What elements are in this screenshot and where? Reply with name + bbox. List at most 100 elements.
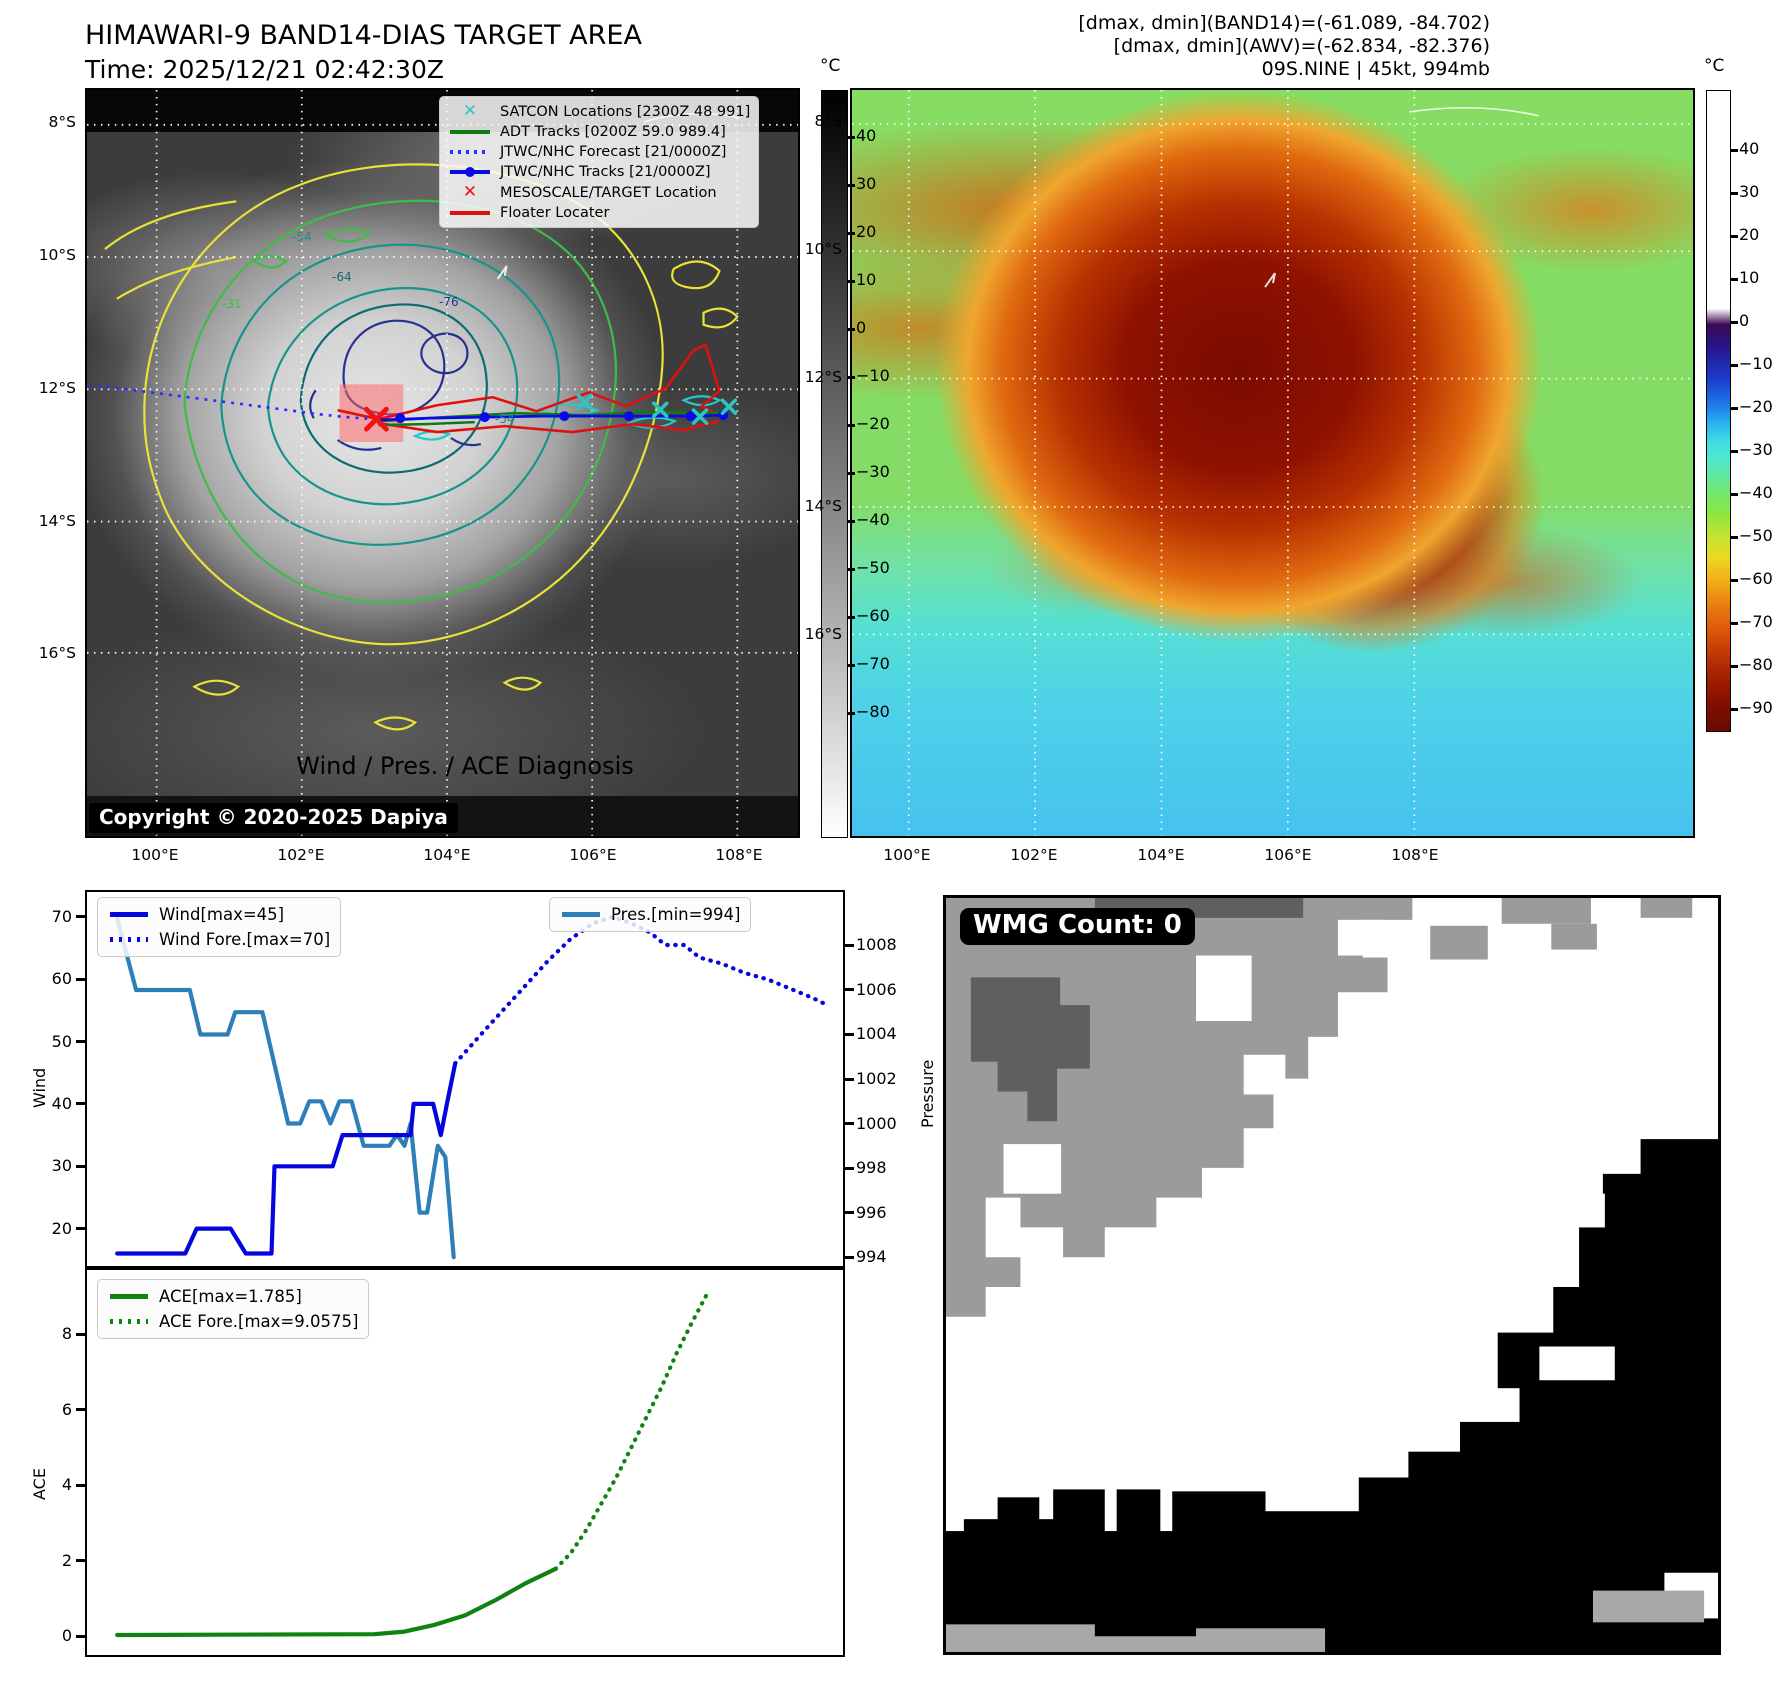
mesoscale-target-x-marker [363, 406, 389, 432]
colorbar-tick-mark [1731, 278, 1738, 281]
chart-tick-mark [845, 1122, 854, 1126]
swatch-bar [110, 937, 148, 942]
colorbar-tick-mark [1731, 536, 1738, 539]
dotted-swatch [450, 150, 490, 154]
colorbar-tick-label: −10 [1739, 354, 1773, 373]
legend-item-label: JTWC/NHC Forecast [21/0000Z] [500, 144, 727, 160]
contour-dark-teal [299, 303, 488, 474]
lon-tick-label: 106°E [569, 846, 617, 864]
colorbar-tick-mark [1731, 665, 1738, 668]
annotation-line-storm: 09S.NINE | 45kt, 994mb [1261, 58, 1490, 80]
annotation-line-awv: [dmax, dmin](AWV)=(-62.834, -82.376) [1113, 35, 1490, 57]
wind-pressure-plot-area [115, 914, 831, 1260]
legend-item: Floater Locater [449, 205, 749, 221]
colorbar-tick-label: −50 [856, 558, 890, 577]
chart-tick-mark [845, 1166, 854, 1170]
legend-item-label: JTWC/NHC Tracks [21/0000Z] [500, 164, 711, 180]
awv-satellite-map [850, 88, 1695, 838]
band14-colorbar-unit: °C [820, 56, 841, 76]
colorbar-tick-label: −80 [856, 702, 890, 721]
band14-satellite-map: ✕ SATCON Locations [2300Z 48 991] ADT Trac… [85, 88, 800, 838]
dotted-swatch [108, 1319, 150, 1324]
chart-tick-mark [76, 977, 85, 981]
wmg-gray-holes [1003, 919, 1386, 1194]
swatch-bar [110, 1319, 148, 1324]
chart-tick-mark [845, 988, 854, 992]
legend-item: ACE[max=1.785] [108, 1287, 358, 1306]
colorbar-tick-mark [1731, 192, 1738, 195]
colorbar-tick-mark [1731, 450, 1738, 453]
lat-tick-label: 12°S [38, 379, 76, 397]
colorbar-tick-mark [848, 712, 855, 715]
lon-tick-label: 102°E [277, 846, 325, 864]
colorbar-tick-mark [848, 520, 855, 523]
copyright-bar: Copyright © 2020-2025 Dapiya [89, 803, 458, 833]
colorbar-tick-label: −20 [1739, 397, 1773, 416]
lat-tick-label: 10°S [804, 240, 842, 258]
swatch-bar [562, 912, 600, 917]
chart-tick-mark [76, 1408, 85, 1412]
awv-gridlines [852, 90, 1693, 836]
colorbar-tick-mark [1731, 149, 1738, 152]
chart-tick-label: 20 [51, 1218, 72, 1238]
legend-item: Pres.[min=994] [560, 905, 740, 924]
diagnosis-title: Wind / Pres. / ACE Diagnosis [296, 752, 634, 780]
lon-tick-label: 106°E [1264, 846, 1312, 864]
line-swatch [449, 130, 491, 134]
chart-tick-label: 50 [51, 1031, 72, 1051]
ace-legend: ACE[max=1.785] ACE Fore.[max=9.0575] [97, 1279, 370, 1339]
series-Wind[max=45] [115, 1061, 458, 1256]
swatch-bar [110, 912, 148, 917]
chart-tick-label: 60 [51, 969, 72, 989]
line-swatch [449, 167, 491, 178]
line-swatch-bar [450, 130, 490, 134]
legend-item-label: Pres.[min=994] [611, 905, 741, 924]
dot-marker [465, 167, 475, 178]
colorbar-tick-label: −80 [1739, 655, 1773, 674]
lon-tick-label: 104°E [1137, 846, 1185, 864]
contour-label: -31 [222, 297, 242, 311]
series-Wind Fore.[max=70] [453, 914, 831, 1066]
series-ACE Fore.[max=9.0575] [553, 1292, 710, 1571]
colorbar-tick-mark [848, 280, 855, 283]
colorbar-tick-mark [1731, 407, 1738, 410]
chart-tick-label: 994 [856, 1247, 887, 1267]
wind-legend: Wind[max=45] Wind Fore.[max=70] [97, 897, 342, 957]
x-marker-icon: ✕ [462, 101, 478, 121]
colorbar-tick-mark [848, 664, 855, 667]
colorbar-tick-label: 10 [856, 270, 877, 289]
x-marker-icon: ✕ [462, 182, 478, 202]
line-swatch-bar [450, 211, 490, 215]
page-subtitle: Time: 2025/12/21 02:42:30Z [85, 55, 444, 84]
colorbar-tick-label: −20 [856, 414, 890, 433]
contour-label: -76 [439, 295, 459, 309]
chart-tick-label: 2 [61, 1550, 72, 1570]
band14-overlay-svg [87, 90, 798, 836]
jtwc-forecast-dotted [88, 383, 376, 421]
lat-tick-label: 12°S [804, 368, 842, 386]
legend-item-label: Floater Locater [500, 205, 610, 221]
chart-tick-label: 996 [856, 1202, 887, 1222]
lat-tick-label: 16°S [38, 644, 76, 662]
lon-tick-label: 104°E [423, 846, 471, 864]
colorbar-tick-mark [848, 136, 855, 139]
chart-tick-label: 998 [856, 1158, 887, 1178]
chart-tick-mark [76, 915, 85, 919]
line-swatch [449, 150, 491, 154]
title-block: HIMAWARI-9 BAND14-DIAS TARGET AREA Time:… [85, 20, 642, 84]
band14-colorbar [821, 90, 848, 838]
chart-tick-mark [76, 1332, 85, 1336]
colorbar-tick-label: −70 [1739, 612, 1773, 631]
colorbar-tick-mark [848, 328, 855, 331]
chart-tick-mark [76, 1559, 85, 1563]
jtwc-track-blue [378, 410, 729, 424]
lat-tick-label: 14°S [38, 512, 76, 530]
lon-tick-label: 108°E [715, 846, 763, 864]
colorbar-tick-label: −60 [1739, 569, 1773, 588]
colorbar-tick-mark [848, 472, 855, 475]
colorbar-tick-label: −30 [1739, 440, 1773, 459]
colorbar-tick-mark [848, 184, 855, 187]
colorbar-tick-label: 40 [1739, 139, 1760, 158]
chart-tick-label: 6 [61, 1399, 72, 1419]
